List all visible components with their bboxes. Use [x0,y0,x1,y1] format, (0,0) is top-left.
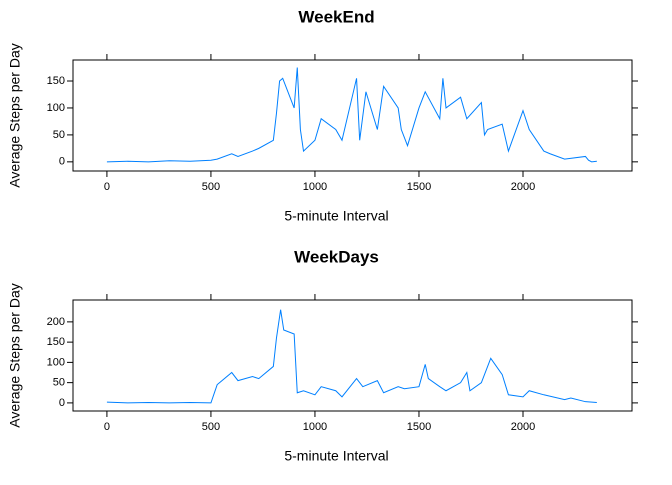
y-tick-label: 150 [47,75,65,87]
x-tick-label: 1000 [303,421,327,433]
y-axis-label: Average Steps per Day [7,283,23,428]
x-tick-label: 1500 [407,421,431,433]
y-tick-label: 0 [59,156,65,168]
y-axis-label: Average Steps per Day [7,43,23,188]
x-tick-label: 0 [104,421,110,433]
panel-title: WeekDays [294,247,379,266]
panel-title: WeekEnd [298,7,374,26]
y-tick-label: 0 [59,397,65,409]
x-tick-label: 2000 [511,181,535,193]
x-axis-label: 5-minute Interval [284,208,388,224]
x-tick-label: 500 [202,421,220,433]
x-tick-label: 500 [202,181,220,193]
x-tick-label: 0 [104,181,110,193]
x-tick-label: 1500 [407,181,431,193]
y-tick-label: 150 [47,336,65,348]
x-tick-label: 2000 [511,421,535,433]
y-tick-label: 50 [53,377,65,389]
data-line [106,309,597,404]
y-tick-label: 100 [47,102,65,114]
y-tick-label: 50 [53,129,65,141]
data-line [106,67,597,163]
y-tick-label: 100 [47,356,65,368]
x-tick-label: 1000 [303,181,327,193]
x-axis-label: 5-minute Interval [284,448,388,464]
panel-frame [72,59,633,172]
y-tick-label: 200 [47,316,65,328]
panel-frame [72,299,633,412]
